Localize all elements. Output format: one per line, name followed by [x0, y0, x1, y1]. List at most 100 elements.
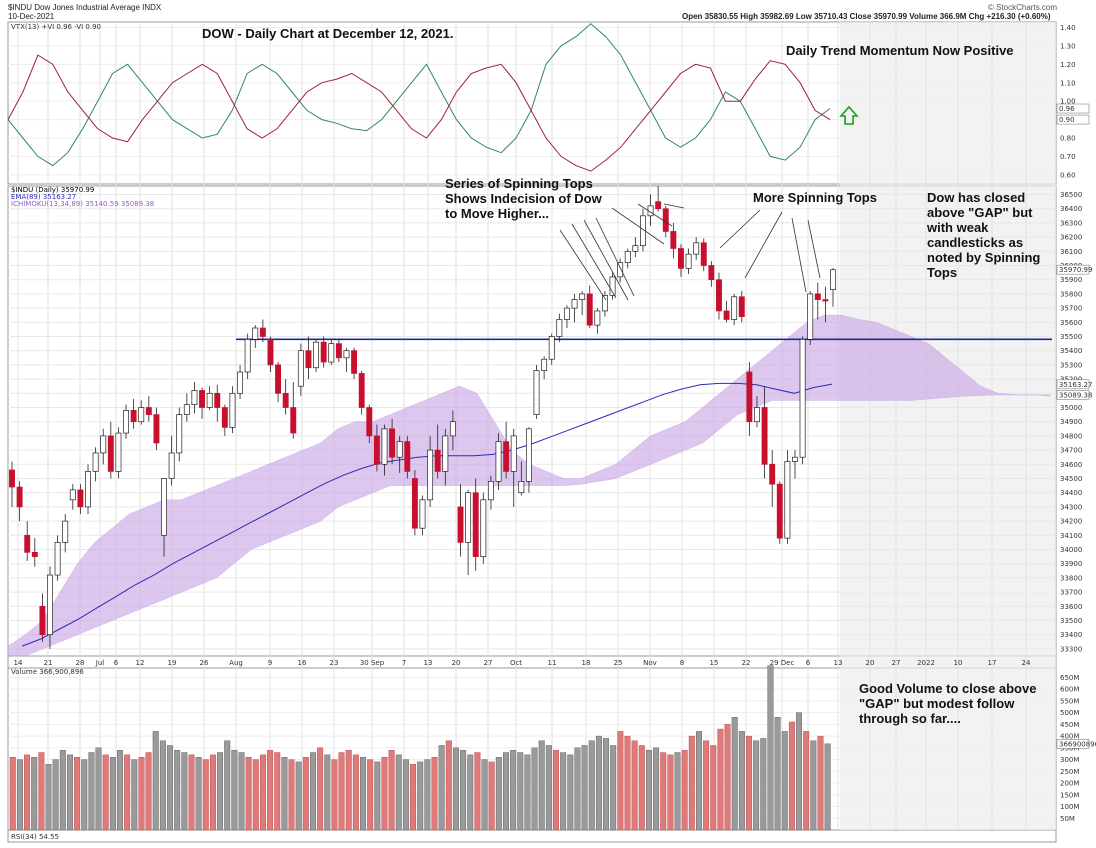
x-tick-label: Jul — [95, 659, 105, 667]
price-tick-label: 34400 — [1060, 489, 1082, 497]
volume-bar — [595, 735, 602, 831]
volume-bar — [810, 740, 817, 831]
candle-body — [822, 299, 829, 302]
volume-bar — [281, 757, 288, 831]
vi-plus-tag-box — [1056, 103, 1090, 114]
candle-body — [495, 441, 502, 482]
candle — [123, 404, 129, 439]
candle-body — [586, 293, 593, 326]
volume-bar — [767, 665, 774, 831]
candle-body — [176, 414, 183, 454]
volume-bar — [531, 747, 538, 831]
volume-tick-label: 650M — [1060, 674, 1079, 682]
x-tick-label: 22 — [742, 659, 751, 667]
volume-bar — [495, 757, 502, 831]
price-tick-label: 35900 — [1060, 276, 1082, 284]
candle — [168, 435, 175, 486]
candle-body — [92, 452, 99, 472]
callout-line — [807, 219, 821, 279]
candle — [237, 364, 244, 399]
candle — [601, 291, 608, 317]
candle — [533, 364, 540, 419]
candle-body — [138, 407, 145, 423]
volume-bar — [560, 752, 567, 831]
volume-bar — [288, 759, 295, 831]
volume-bar — [617, 731, 624, 831]
candle-body — [404, 441, 411, 472]
volume-bar — [638, 745, 645, 831]
candle-body — [62, 520, 69, 543]
candle-body — [267, 339, 274, 366]
candle-body — [100, 435, 107, 454]
candle — [396, 435, 403, 473]
candle-body — [214, 392, 221, 408]
candle — [275, 362, 282, 402]
candle — [655, 186, 662, 212]
ema-line — [21, 382, 833, 647]
candle-body — [617, 262, 624, 278]
candle — [92, 447, 99, 482]
candle-body — [533, 370, 540, 415]
candle-body — [640, 215, 646, 246]
volume-bar — [181, 752, 188, 831]
volume-bar — [410, 764, 417, 831]
volume-tick-label: 400M — [1060, 733, 1079, 741]
volume-bar — [16, 759, 23, 831]
candle — [381, 424, 388, 476]
volume-bar — [331, 759, 338, 831]
volume-bar — [195, 757, 202, 831]
candle — [31, 538, 38, 567]
candle-body — [47, 574, 53, 636]
volume-bar — [717, 728, 724, 831]
candle — [465, 489, 472, 576]
candle — [822, 286, 829, 323]
candle-body — [678, 248, 684, 269]
volume-bar — [152, 731, 159, 831]
price-tick-label: 34200 — [1060, 518, 1082, 526]
candle-body — [548, 336, 555, 360]
volume-bar — [124, 754, 131, 831]
candle — [404, 435, 411, 479]
candle-body — [221, 407, 228, 428]
volume-bar — [202, 759, 209, 831]
candle — [259, 319, 266, 343]
volume-bar — [38, 752, 45, 831]
price-tick-label: 36500 — [1060, 191, 1082, 199]
ichimoku-legend: ICHIMOKU(13,34,89) 35140.59 35089.38 — [11, 200, 154, 208]
last-price-tag-box — [1056, 264, 1090, 275]
candle — [267, 336, 274, 373]
candle — [229, 386, 236, 434]
volume-bar — [774, 717, 781, 831]
candle — [115, 427, 122, 479]
vortex-legend: VTX(13) +VI 0.96 -VI 0.90 — [11, 23, 101, 31]
candle — [297, 343, 304, 397]
ohlc-line: Open 35830.55 High 35982.69 Low 35710.43… — [682, 12, 1051, 21]
x-tick-label: Oct — [510, 659, 522, 667]
callout-line — [595, 217, 635, 297]
gap-note-annotation: Dow has closed above "GAP" but with weak… — [927, 190, 1041, 280]
symbol-line: $INDU Dow Jones Industrial Average INDX — [8, 3, 162, 12]
candle-body — [541, 358, 548, 371]
volume-bar — [381, 757, 388, 831]
volume-bar — [524, 754, 531, 831]
volume-tick-label: 600M — [1060, 686, 1079, 694]
candle-body — [814, 293, 821, 300]
candle — [351, 347, 358, 380]
x-tick-label: 29 Dec — [770, 659, 795, 667]
x-tick-label: 14 — [14, 659, 23, 667]
candle — [617, 258, 624, 283]
candle — [541, 356, 548, 380]
vortex-tick-label: 1.30 — [1060, 42, 1076, 50]
volume-bar — [338, 752, 345, 831]
volume-bar — [460, 749, 467, 831]
candle-body — [693, 242, 700, 255]
candle — [411, 469, 418, 536]
candle — [199, 387, 205, 419]
candle-body — [69, 489, 76, 501]
chart-title-annotation: DOW - Daily Chart at December 12, 2021. — [202, 26, 454, 41]
candle-body — [328, 343, 335, 363]
volume-bar — [703, 740, 710, 831]
x-tick-label: 17 — [988, 659, 997, 667]
candle-body — [85, 471, 91, 508]
volume-bar — [803, 731, 810, 831]
